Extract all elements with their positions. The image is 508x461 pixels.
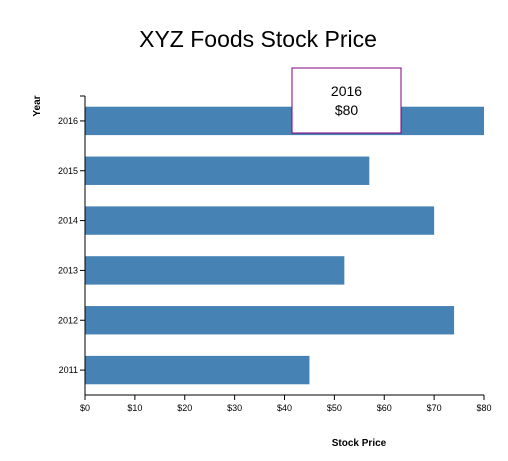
- tooltip-box: [291, 67, 402, 134]
- y-tick-label-2015: 2015: [58, 166, 78, 176]
- y-axis-label: Year: [32, 95, 43, 116]
- x-tick-label-0: $0: [80, 403, 90, 413]
- x-axis-label: Stock Price: [332, 438, 387, 449]
- x-tick-label-2: $20: [177, 403, 192, 413]
- x-tick-label-3: $30: [227, 403, 242, 413]
- tooltip-price: $80: [335, 102, 359, 118]
- bar-2016: [85, 106, 484, 136]
- y-tick-label-2012: 2012: [58, 315, 78, 325]
- chart-title: XYZ Foods Stock Price: [139, 26, 377, 52]
- x-tick-label-6: $60: [377, 403, 392, 413]
- y-tick-label-2014: 2014: [58, 216, 78, 226]
- y-tick-label-2011: 2011: [59, 365, 78, 375]
- bars-group: [85, 106, 484, 385]
- bar-2013: [85, 256, 345, 285]
- x-tick-label-5: $50: [327, 403, 342, 413]
- tooltip-year: 2016: [331, 83, 362, 99]
- y-tick-label-2013: 2013: [58, 265, 78, 275]
- bar-2014: [85, 206, 435, 235]
- tooltip: 2016 $80: [291, 67, 402, 134]
- x-tick-label-1: $10: [127, 403, 142, 413]
- bar-2012: [85, 306, 455, 335]
- x-tick-label-7: $70: [427, 403, 442, 413]
- bar-2015: [85, 156, 370, 185]
- bar-2011: [85, 355, 310, 385]
- x-tick-label-8: $80: [476, 403, 491, 413]
- y-axis: 2011 2012 2013 2014 2015 2016: [58, 95, 86, 395]
- y-tick-label-2016: 2016: [58, 116, 78, 126]
- x-tick-label-4: $40: [277, 403, 292, 413]
- x-axis: $0 $10 $20 $30 $40 $50 $60 $70 $80: [80, 394, 492, 413]
